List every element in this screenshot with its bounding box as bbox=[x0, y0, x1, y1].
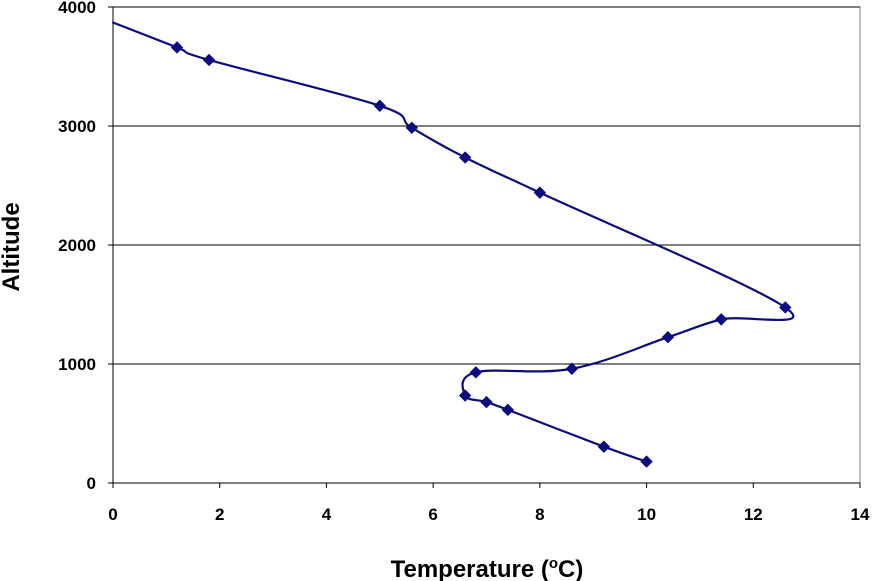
y-tick-label-2000: 2000 bbox=[58, 236, 96, 255]
data-point-12 bbox=[460, 152, 471, 163]
x-tick-label-10: 10 bbox=[637, 505, 656, 524]
x-tick-label-6: 6 bbox=[428, 505, 437, 524]
x-tick-label-4: 4 bbox=[322, 505, 332, 524]
y-axis-title: Altitude bbox=[0, 202, 25, 291]
y-tick-labels: 0 1000 2000 3000 4000 bbox=[58, 0, 96, 493]
data-point-9 bbox=[716, 314, 727, 325]
x-tick-label-14: 14 bbox=[851, 505, 870, 524]
x-tick-label-0: 0 bbox=[108, 505, 117, 524]
data-point-15 bbox=[204, 54, 215, 65]
data-point-6 bbox=[470, 367, 481, 378]
axes bbox=[108, 7, 860, 488]
data-markers bbox=[172, 42, 791, 467]
x-axis-title-main: Temperature ( bbox=[391, 556, 549, 581]
data-point-14 bbox=[374, 100, 385, 111]
x-tick-label-8: 8 bbox=[535, 505, 544, 524]
x-axis-title-unit: C) bbox=[558, 556, 583, 581]
x-axis-title-superscript: o bbox=[549, 555, 558, 572]
data-point-3 bbox=[502, 404, 513, 415]
data-point-4 bbox=[481, 397, 492, 408]
data-point-11 bbox=[534, 187, 545, 198]
y-tick-label-1000: 1000 bbox=[58, 355, 96, 374]
x-tick-label-12: 12 bbox=[744, 505, 763, 524]
x-tick-label-2: 2 bbox=[215, 505, 224, 524]
x-tick-labels: 0 2 4 6 8 10 12 14 bbox=[108, 505, 870, 524]
grid-lines bbox=[113, 7, 860, 364]
data-point-7 bbox=[566, 363, 577, 374]
y-tick-label-0: 0 bbox=[87, 474, 96, 493]
data-point-1 bbox=[641, 456, 652, 467]
data-point-16 bbox=[172, 42, 183, 53]
data-point-8 bbox=[662, 332, 673, 343]
temperature-altitude-chart: 0 1000 2000 3000 4000 0 2 4 6 8 10 12 14 Altitude T… bbox=[0, 0, 872, 581]
x-axis-title: Temperature (oC) bbox=[391, 555, 584, 581]
y-tick-label-3000: 3000 bbox=[58, 117, 96, 136]
data-point-2 bbox=[598, 441, 609, 452]
series-line bbox=[113, 22, 793, 461]
y-tick-label-4000: 4000 bbox=[58, 0, 96, 17]
